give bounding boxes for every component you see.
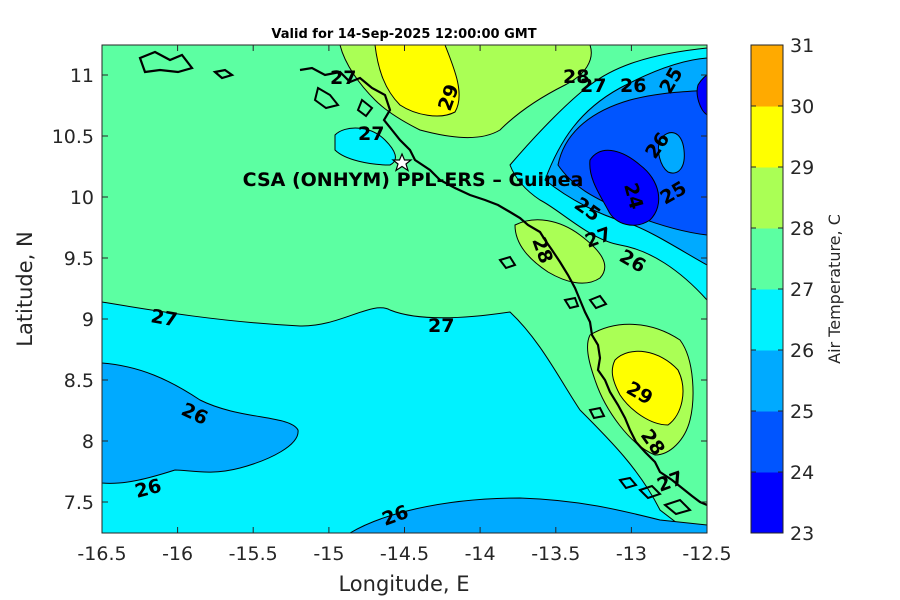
colorbar-tick-label: 25 — [790, 401, 814, 423]
colorbar: 23 24 25 26 27 28 29 30 31 Air Temperatu… — [750, 35, 844, 545]
contour-label: 26 — [620, 75, 646, 97]
coastline — [138, 50, 707, 507]
x-tick-label: -14 — [465, 543, 496, 565]
colorbar-swatch — [751, 350, 783, 412]
colorbar-tick-label: 31 — [790, 35, 814, 57]
y-tick-label: 8.5 — [64, 370, 94, 392]
contour-label: 27 — [149, 305, 179, 331]
x-tick-label: -16 — [162, 543, 193, 565]
contour-label: 27 — [428, 315, 454, 337]
colorbar-swatch — [751, 289, 783, 351]
contour-label: 27 — [358, 123, 384, 145]
contour-label: 27 — [580, 75, 606, 97]
chart-title: Valid for 14-Sep-2025 12:00:00 GMT — [271, 27, 536, 42]
y-tick-label: 10.5 — [52, 126, 94, 148]
colorbar-swatch — [751, 167, 783, 229]
temperature-band-25-26-west — [102, 362, 299, 484]
colorbar-swatch — [751, 472, 783, 534]
temperature-band-23-24 — [589, 149, 660, 226]
contour-label: 27 — [330, 67, 356, 89]
colorbar-tick-label: 24 — [790, 462, 814, 484]
y-tick-label: 7.5 — [64, 492, 94, 514]
temperature-band-24-25-east — [696, 74, 707, 116]
y-tick-label: 9 — [82, 309, 94, 331]
station-star-icon — [391, 152, 413, 172]
temperature-band-26-27-north — [334, 127, 396, 166]
colorbar-tick-label: 28 — [790, 218, 814, 240]
colorbar-tick-label: 26 — [790, 340, 814, 362]
colorbar-swatch — [751, 228, 783, 290]
colorbar-tick-label: 30 — [790, 96, 814, 118]
y-axis: 7.5 8 8.5 9 9.5 10 10.5 11 Latitude, N — [13, 65, 707, 514]
temperature-band-29-30-north — [374, 45, 460, 117]
colorbar-swatch — [751, 45, 783, 107]
y-axis-label: Latitude, N — [13, 231, 37, 347]
x-axis-label: Longitude, E — [338, 572, 469, 596]
x-tick-label: -13.5 — [531, 543, 580, 565]
temperature-band-26-27 — [102, 301, 691, 533]
x-tick-label: -15 — [313, 543, 344, 565]
colorbar-swatch — [751, 411, 783, 473]
map-plot-area — [101, 44, 708, 534]
temperature-band-29-30-southeast — [611, 350, 684, 426]
contour-label: 28 — [563, 66, 589, 88]
colorbar-tick-label: 29 — [790, 157, 814, 179]
temperature-band-28-29-middle — [514, 219, 606, 284]
colorbar-swatch — [751, 106, 783, 168]
colorbar-tick-label: 23 — [790, 523, 814, 545]
temperature-band-25-26-south — [349, 497, 707, 533]
temperature-band-25-26-island — [657, 132, 685, 174]
x-tick-label: -12.5 — [682, 543, 731, 565]
y-tick-label: 10 — [70, 187, 94, 209]
colorbar-label: Air Temperature, C — [825, 214, 844, 364]
x-tick-label: -16.5 — [77, 543, 126, 565]
colorbar-tick-label: 27 — [790, 279, 814, 301]
x-axis: -16.5 -16 -15.5 -15 -14.5 -14 -13.5 -13 … — [77, 45, 732, 596]
y-tick-label: 9.5 — [64, 248, 94, 270]
y-tick-label: 8 — [82, 431, 94, 453]
x-tick-label: -15.5 — [229, 543, 278, 565]
x-tick-label: -13 — [616, 543, 647, 565]
y-tick-label: 11 — [70, 65, 94, 87]
coastline-islands — [313, 86, 692, 516]
x-tick-label: -14.5 — [380, 543, 429, 565]
station-label: CSA (ONHYM) PPL-ERS – Guinea — [243, 169, 584, 191]
